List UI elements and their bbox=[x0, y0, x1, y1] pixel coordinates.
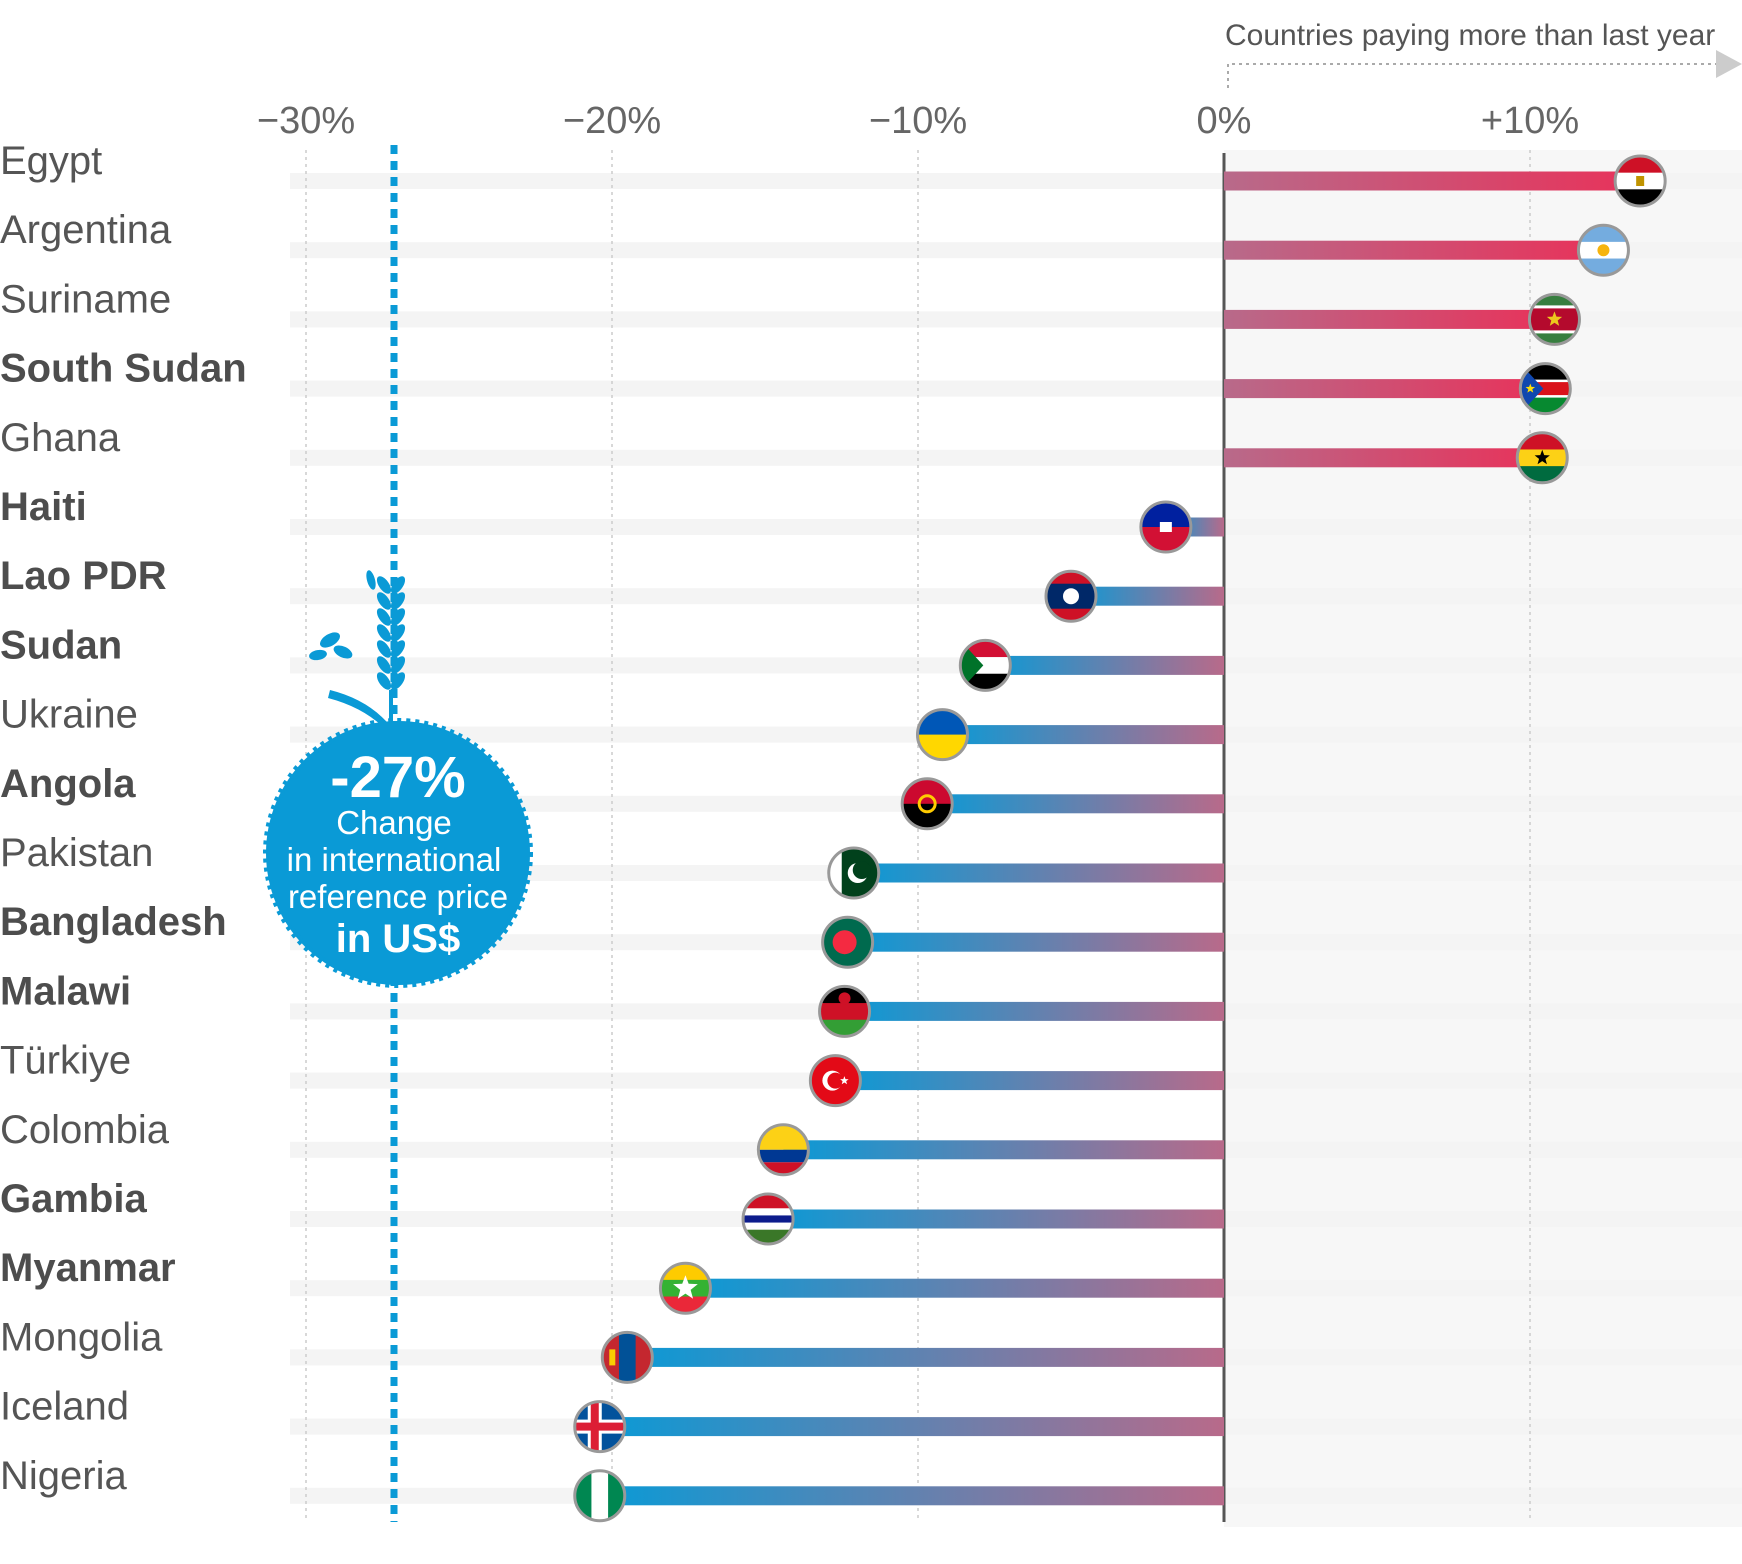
arrow-head-icon bbox=[1716, 50, 1742, 78]
bar-suriname bbox=[1224, 309, 1555, 329]
country-label: Mongolia bbox=[0, 1315, 163, 1359]
ukraine-flag-icon bbox=[915, 708, 969, 762]
bar-sudan bbox=[985, 655, 1224, 675]
country-label: Sudan bbox=[0, 623, 122, 667]
reference-value: -27% bbox=[330, 745, 465, 810]
south-sudan-flag-icon bbox=[1518, 362, 1572, 416]
suriname-flag-icon bbox=[1527, 292, 1581, 346]
positive-zone-background bbox=[1224, 150, 1742, 1527]
angola-flag-icon bbox=[900, 777, 954, 831]
bar-lao-pdr bbox=[1071, 586, 1224, 606]
x-tick-label: −20% bbox=[563, 100, 661, 142]
bar-angola bbox=[927, 794, 1224, 814]
malawi-flag-icon bbox=[818, 984, 872, 1038]
country-label: Argentina bbox=[0, 208, 172, 252]
country-label: Lao PDR bbox=[0, 554, 167, 598]
bar-t-rkiye bbox=[835, 1071, 1224, 1091]
country-label: Gambia bbox=[0, 1177, 147, 1221]
annotation-arrow bbox=[1227, 63, 1722, 88]
argentina-flag-icon bbox=[1576, 223, 1630, 277]
country-label: Angola bbox=[0, 762, 136, 806]
country-label: Ukraine bbox=[0, 693, 138, 737]
bar-argentina bbox=[1224, 240, 1604, 260]
x-tick-label: 0% bbox=[1197, 100, 1252, 142]
bar-iceland bbox=[599, 1417, 1224, 1437]
bar-pakistan bbox=[853, 863, 1224, 883]
bar-ghana bbox=[1224, 448, 1543, 468]
reference-line2: in international bbox=[287, 841, 502, 878]
country-label: Iceland bbox=[0, 1385, 129, 1429]
country-label: Ghana bbox=[0, 416, 121, 460]
reference-line3: reference price bbox=[288, 878, 508, 915]
top-annotation-text: Countries paying more than last year bbox=[1225, 19, 1715, 52]
gambia-flag-icon bbox=[741, 1192, 795, 1246]
top-annotation: Countries paying more than last year bbox=[1225, 19, 1742, 88]
colombia-flag-icon bbox=[756, 1123, 810, 1177]
country-label: Malawi bbox=[0, 969, 131, 1013]
country-label: Myanmar bbox=[0, 1246, 176, 1290]
country-label: Colombia bbox=[0, 1108, 170, 1152]
reference-line1: Change bbox=[336, 804, 452, 841]
bar-myanmar bbox=[685, 1278, 1224, 1298]
country-label: Türkiye bbox=[0, 1039, 131, 1083]
x-tick-label: −10% bbox=[869, 100, 967, 142]
country-label: Nigeria bbox=[0, 1454, 127, 1498]
bar-egypt bbox=[1224, 171, 1641, 191]
row-band bbox=[290, 519, 1742, 535]
bar-nigeria bbox=[599, 1486, 1224, 1506]
bar-malawi bbox=[844, 1001, 1224, 1021]
iceland-flag-icon bbox=[573, 1400, 627, 1454]
ghana-flag-icon bbox=[1515, 431, 1569, 485]
country-label: Haiti bbox=[0, 485, 87, 529]
haiti-flag-icon bbox=[1139, 500, 1193, 554]
country-label: South Sudan bbox=[0, 347, 247, 391]
laos-flag-icon bbox=[1044, 569, 1098, 623]
x-tick-label: −30% bbox=[257, 100, 355, 142]
country-label: Pakistan bbox=[0, 831, 153, 875]
pakistan-flag-icon bbox=[827, 846, 881, 900]
bar-gambia bbox=[768, 1209, 1224, 1229]
bar-south-sudan bbox=[1224, 379, 1546, 399]
x-tick-label: +10% bbox=[1481, 100, 1579, 142]
wheat-icon bbox=[309, 570, 406, 732]
reference-price-marker: -27% Change in international reference p… bbox=[263, 145, 533, 1522]
mongolia-flag-icon bbox=[600, 1330, 654, 1384]
bar-mongolia bbox=[627, 1347, 1224, 1367]
country-label: Suriname bbox=[0, 277, 171, 321]
bangladesh-flag-icon bbox=[821, 915, 875, 969]
country-label: Bangladesh bbox=[0, 900, 227, 944]
country-label: Egypt bbox=[0, 139, 102, 183]
myanmar-flag-icon bbox=[658, 1261, 712, 1315]
sudan-flag-icon bbox=[958, 638, 1012, 692]
bar-colombia bbox=[783, 1140, 1224, 1160]
turkiye-flag-icon bbox=[808, 1054, 862, 1108]
reference-line4: in US$ bbox=[336, 917, 460, 961]
nigeria-flag-icon bbox=[573, 1469, 627, 1523]
bar-bangladesh bbox=[847, 932, 1224, 952]
row-band bbox=[290, 588, 1742, 605]
bar-ukraine bbox=[942, 725, 1224, 745]
egypt-flag-icon bbox=[1613, 154, 1667, 208]
